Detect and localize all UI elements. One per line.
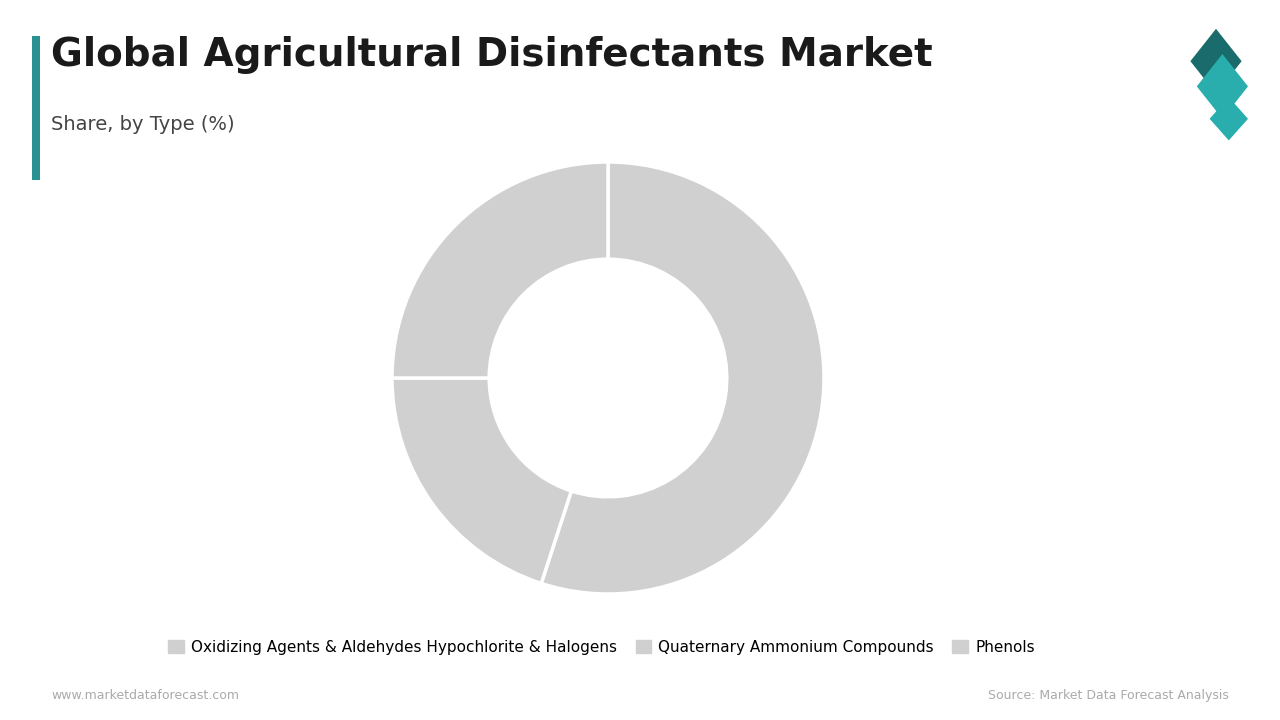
Text: Global Agricultural Disinfectants Market: Global Agricultural Disinfectants Market [51, 36, 933, 74]
Wedge shape [392, 162, 608, 378]
Wedge shape [392, 378, 571, 583]
Text: Source: Market Data Forecast Analysis: Source: Market Data Forecast Analysis [988, 689, 1229, 702]
Text: Share, by Type (%): Share, by Type (%) [51, 115, 234, 134]
Text: www.marketdataforecast.com: www.marketdataforecast.com [51, 689, 239, 702]
Wedge shape [541, 162, 824, 594]
Legend: Oxidizing Agents & Aldehydes Hypochlorite & Halogens, Quaternary Ammonium Compou: Oxidizing Agents & Aldehydes Hypochlorit… [168, 639, 1036, 654]
